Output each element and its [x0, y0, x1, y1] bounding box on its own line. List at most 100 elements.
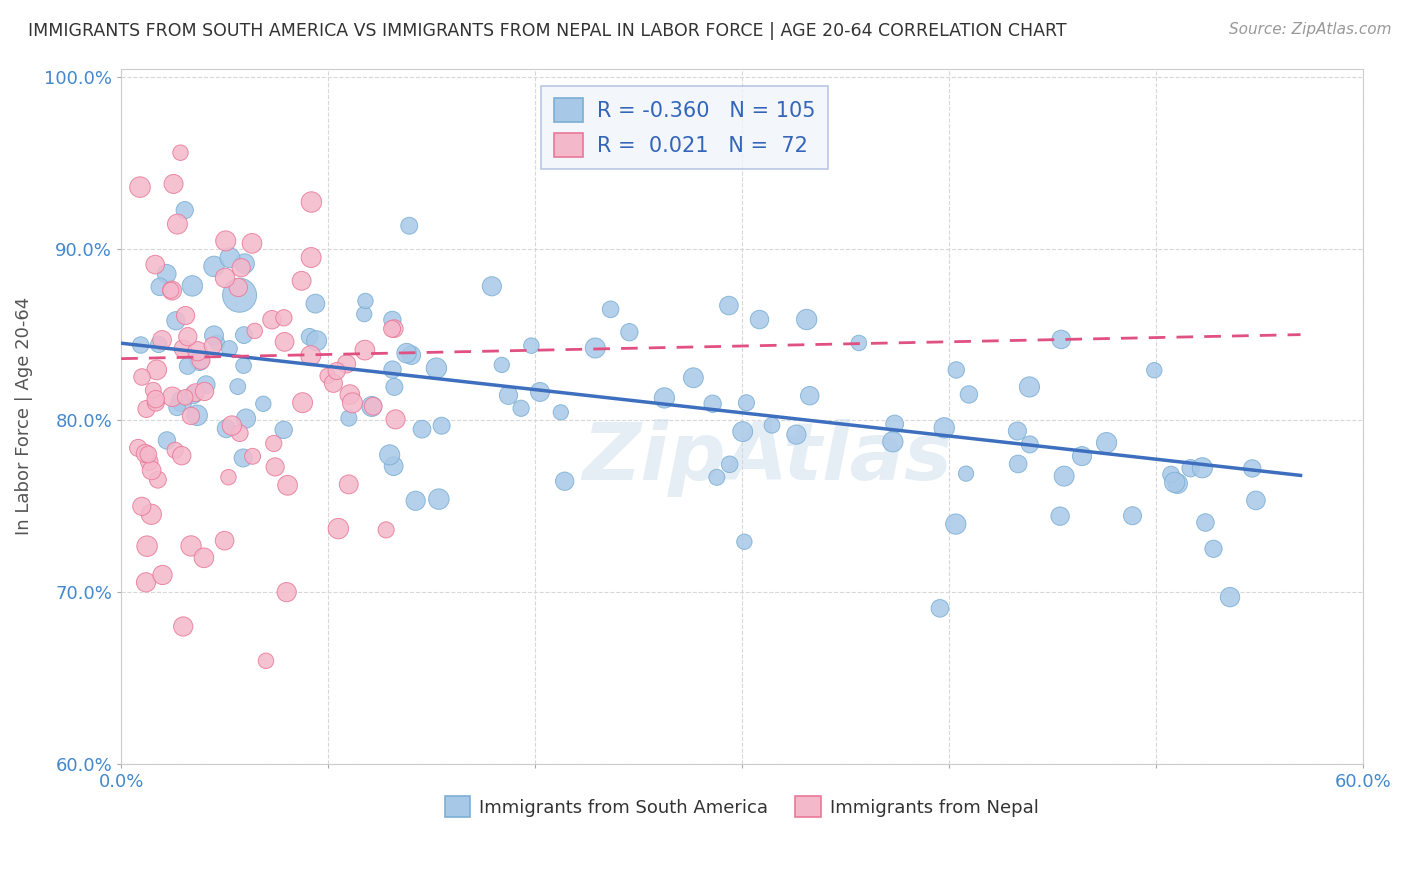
Point: [325, 364, 347, 378]
Point: [481, 279, 503, 293]
Point: [384, 412, 406, 426]
Point: [360, 400, 382, 414]
Point: [682, 370, 704, 384]
Point: [156, 434, 179, 448]
Point: [929, 601, 952, 615]
Point: [165, 314, 187, 328]
Point: [316, 368, 339, 383]
Point: [336, 357, 359, 371]
Point: [276, 585, 298, 599]
Point: [1219, 590, 1241, 604]
Point: [339, 387, 361, 401]
Point: [131, 370, 153, 384]
Point: [430, 418, 453, 433]
Text: ZipAtlas: ZipAtlas: [582, 419, 952, 497]
Point: [1180, 461, 1202, 475]
Point: [260, 312, 283, 326]
Point: [190, 353, 212, 368]
Point: [159, 283, 181, 297]
Point: [304, 296, 326, 310]
Point: [529, 384, 551, 399]
Point: [129, 180, 152, 194]
Point: [201, 339, 224, 353]
Point: [152, 568, 174, 582]
Point: [848, 336, 870, 351]
Point: [735, 396, 758, 410]
Point: [141, 508, 163, 522]
Point: [215, 234, 238, 248]
Point: [188, 353, 211, 368]
Point: [1163, 475, 1185, 490]
Point: [1167, 476, 1189, 491]
Point: [328, 522, 350, 536]
Point: [145, 392, 167, 406]
Point: [520, 338, 543, 352]
Point: [510, 401, 533, 416]
Point: [706, 470, 728, 484]
Point: [193, 384, 215, 399]
Point: [186, 344, 208, 359]
Point: [145, 395, 167, 409]
Point: [129, 338, 152, 352]
Point: [166, 217, 188, 231]
Point: [550, 405, 572, 419]
Point: [138, 447, 160, 461]
Point: [883, 417, 905, 431]
Point: [232, 328, 254, 343]
Point: [172, 619, 194, 633]
Point: [491, 358, 513, 372]
Point: [226, 280, 249, 294]
Point: [277, 478, 299, 492]
Point: [235, 411, 257, 425]
Point: [142, 384, 165, 398]
Point: [202, 328, 225, 343]
Point: [1202, 541, 1225, 556]
Point: [361, 399, 384, 413]
Point: [427, 492, 450, 507]
Point: [172, 342, 194, 356]
Point: [229, 426, 252, 441]
Point: [1018, 380, 1040, 394]
Point: [162, 390, 184, 404]
Point: [143, 258, 166, 272]
Point: [1050, 333, 1073, 347]
Point: [554, 474, 576, 488]
Text: IMMIGRANTS FROM SOUTH AMERICA VS IMMIGRANTS FROM NEPAL IN LABOR FORCE | AGE 20-6: IMMIGRANTS FROM SOUTH AMERICA VS IMMIGRA…: [28, 22, 1067, 40]
Point: [382, 459, 405, 474]
Point: [1007, 457, 1029, 471]
Point: [382, 321, 405, 335]
Point: [619, 325, 641, 339]
Point: [221, 418, 243, 433]
Point: [353, 307, 375, 321]
Point: [233, 257, 256, 271]
Point: [498, 388, 520, 402]
Point: [957, 387, 980, 401]
Point: [955, 467, 977, 481]
Point: [181, 279, 204, 293]
Point: [401, 348, 423, 362]
Point: [717, 299, 740, 313]
Point: [254, 654, 277, 668]
Point: [381, 313, 404, 327]
Point: [354, 343, 377, 358]
Text: Source: ZipAtlas.com: Source: ZipAtlas.com: [1229, 22, 1392, 37]
Point: [1121, 508, 1143, 523]
Point: [411, 422, 433, 436]
Legend: Immigrants from South America, Immigrants from Nepal: Immigrants from South America, Immigrant…: [437, 789, 1046, 824]
Point: [217, 470, 239, 484]
Point: [882, 434, 904, 449]
Point: [135, 575, 157, 590]
Point: [264, 459, 287, 474]
Point: [273, 423, 295, 437]
Point: [219, 251, 242, 265]
Point: [149, 280, 172, 294]
Point: [375, 523, 398, 537]
Point: [405, 493, 427, 508]
Point: [148, 337, 170, 351]
Point: [174, 309, 197, 323]
Point: [378, 448, 401, 462]
Y-axis label: In Labor Force | Age 20-64: In Labor Force | Age 20-64: [15, 297, 32, 535]
Point: [1194, 516, 1216, 530]
Point: [1160, 467, 1182, 482]
Point: [169, 145, 191, 160]
